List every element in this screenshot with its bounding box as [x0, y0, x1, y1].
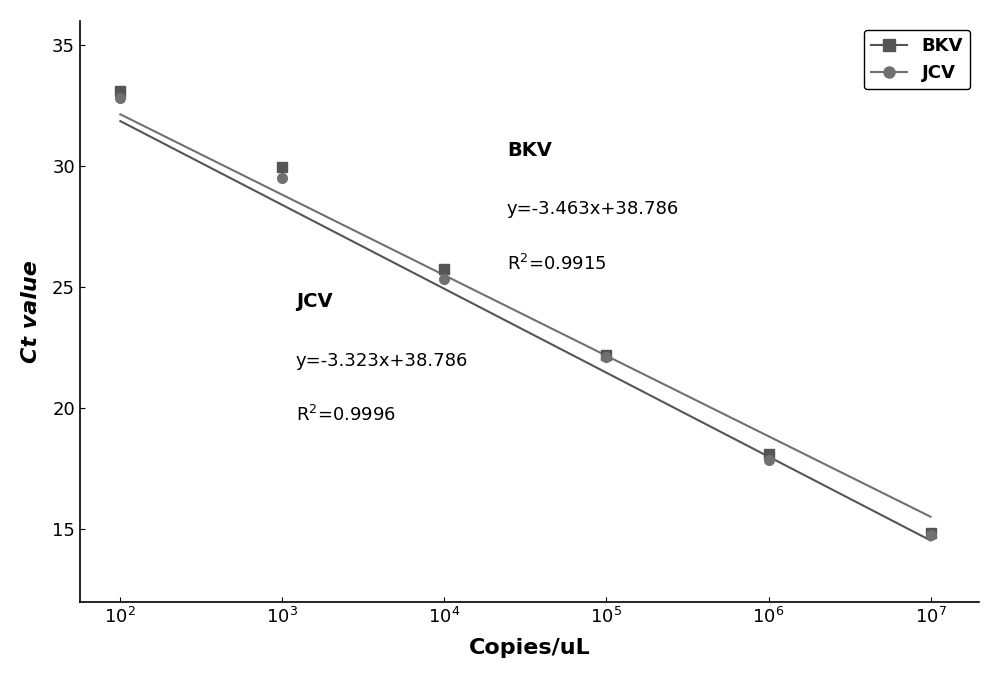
Line: BKV: BKV	[115, 86, 935, 538]
JCV	[114, 94, 126, 103]
Text: R$^2$=0.9915: R$^2$=0.9915	[507, 253, 607, 274]
Text: y=-3.323x+38.786: y=-3.323x+38.786	[296, 352, 468, 369]
Y-axis label: Ct value: Ct value	[21, 260, 41, 363]
Legend: BKV, JCV: BKV, JCV	[864, 30, 970, 90]
JCV	[925, 532, 937, 540]
BKV	[114, 87, 126, 95]
Text: y=-3.463x+38.786: y=-3.463x+38.786	[507, 200, 679, 219]
X-axis label: Copies/uL: Copies/uL	[469, 638, 590, 658]
BKV	[925, 529, 937, 537]
BKV	[763, 450, 775, 458]
Text: BKV: BKV	[507, 141, 552, 160]
Line: JCV: JCV	[115, 94, 935, 540]
BKV	[600, 351, 612, 359]
Text: R$^2$=0.9996: R$^2$=0.9996	[296, 405, 396, 425]
JCV	[276, 175, 288, 183]
JCV	[600, 353, 612, 361]
JCV	[763, 456, 775, 464]
BKV	[438, 265, 450, 273]
JCV	[438, 275, 450, 283]
BKV	[276, 163, 288, 171]
Text: JCV: JCV	[296, 293, 332, 312]
